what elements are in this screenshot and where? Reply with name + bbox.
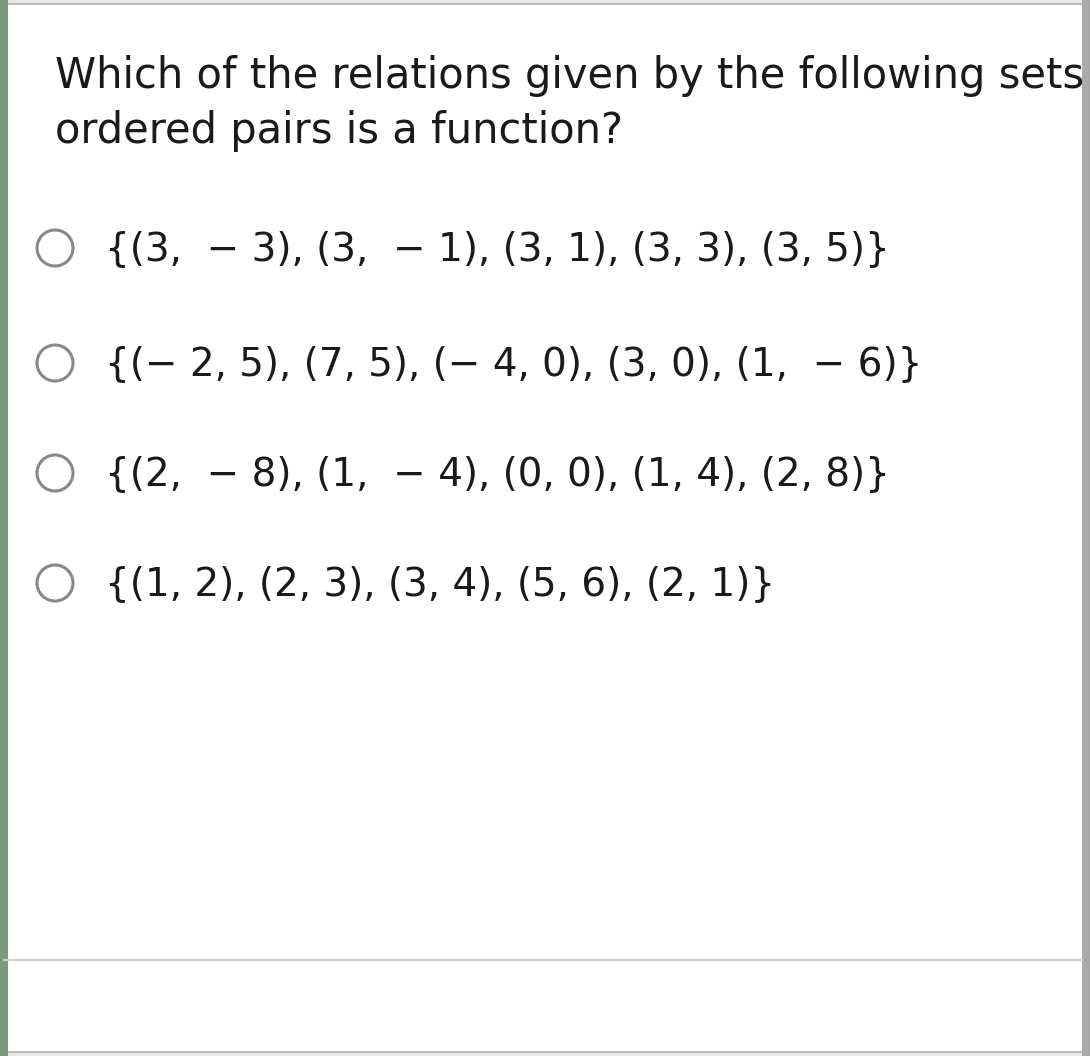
Bar — [0, 0, 8, 1056]
Text: {(2,  − 8), (1,  − 4), (0, 0), (1, 4), (2, 8)}: {(2, − 8), (1, − 4), (0, 0), (1, 4), (2,… — [105, 455, 889, 493]
Bar — [1082, 0, 1090, 1056]
Text: {(− 2, 5), (7, 5), (− 4, 0), (3, 0), (1,  − 6)}: {(− 2, 5), (7, 5), (− 4, 0), (3, 0), (1,… — [105, 345, 922, 383]
Text: {(1, 2), (2, 3), (3, 4), (5, 6), (2, 1)}: {(1, 2), (2, 3), (3, 4), (5, 6), (2, 1)} — [105, 565, 775, 603]
Text: {(3,  − 3), (3,  − 1), (3, 1), (3, 3), (3, 5)}: {(3, − 3), (3, − 1), (3, 1), (3, 3), (3,… — [105, 230, 889, 268]
Text: Which of the relations given by the following sets of: Which of the relations given by the foll… — [54, 55, 1090, 97]
Text: ordered pairs is a function?: ordered pairs is a function? — [54, 110, 623, 152]
